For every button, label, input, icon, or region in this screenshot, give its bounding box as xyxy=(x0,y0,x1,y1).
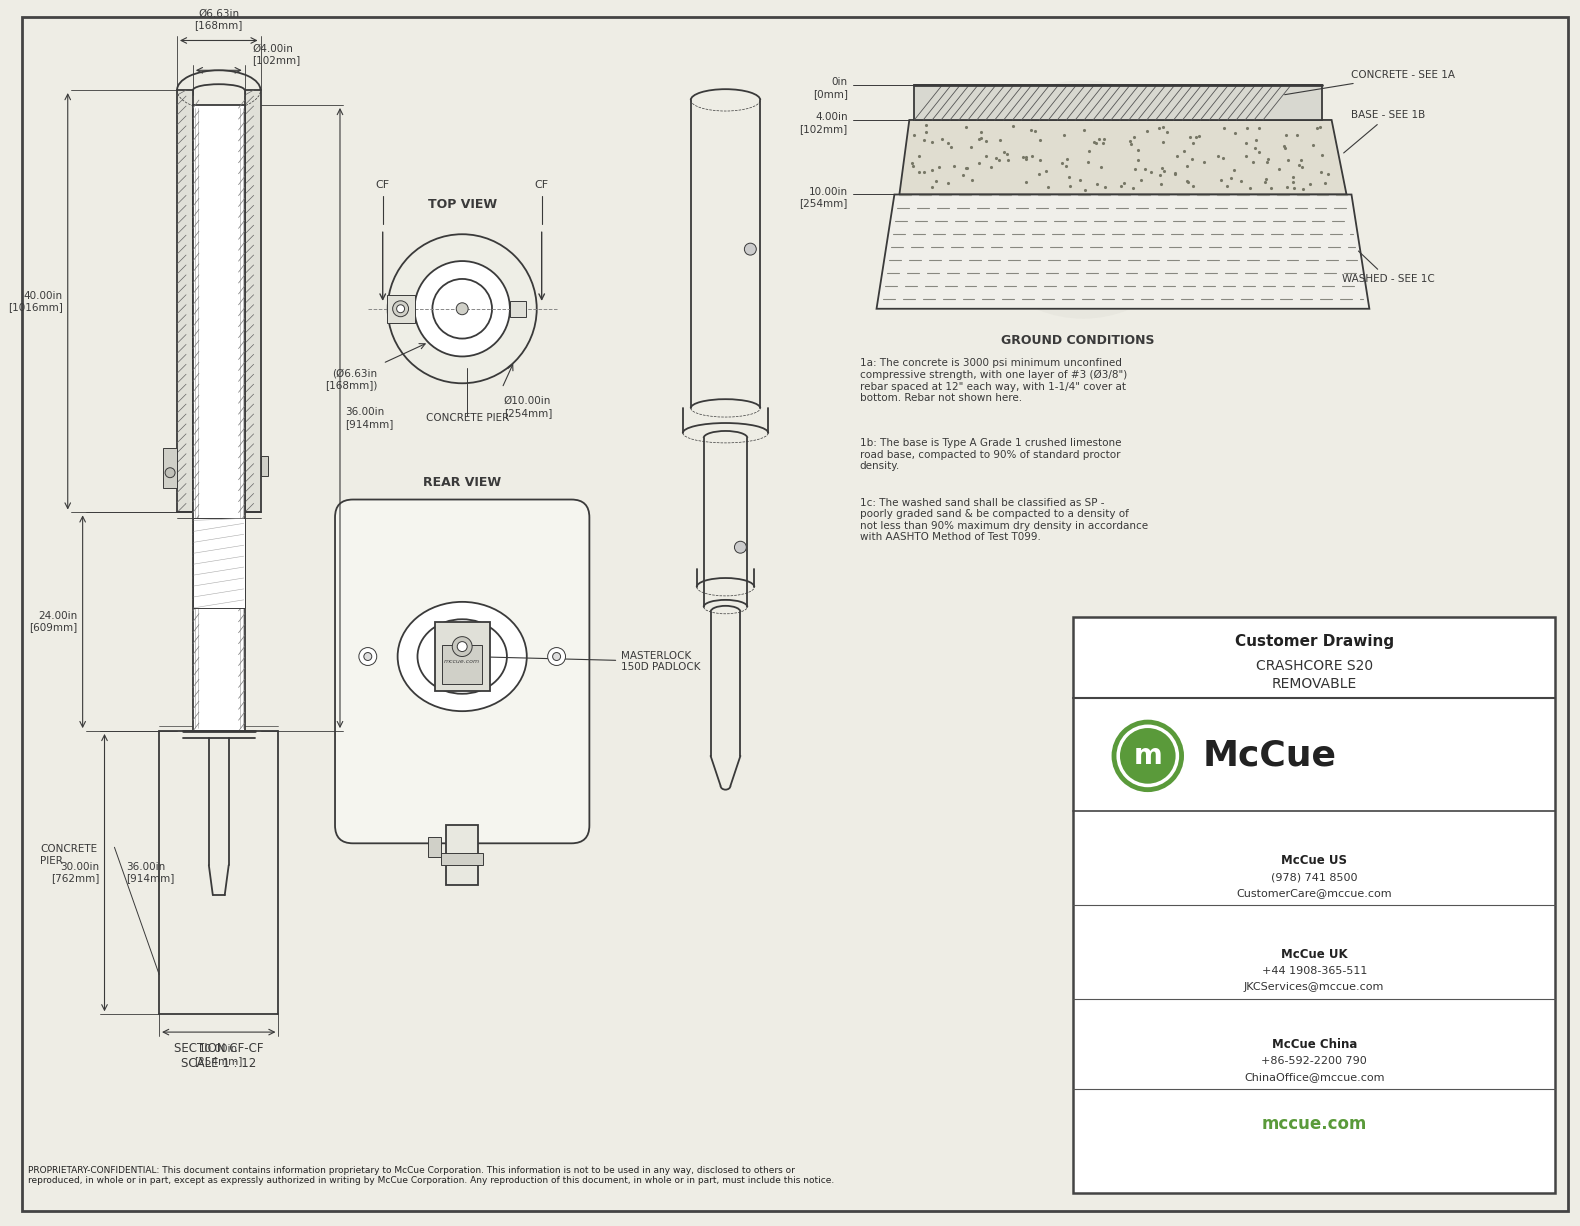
Text: mccue.com: mccue.com xyxy=(1261,1114,1367,1133)
Text: +86-592-2200 790: +86-592-2200 790 xyxy=(1261,1056,1367,1065)
Polygon shape xyxy=(899,120,1346,195)
Text: 36.00in
[914mm]: 36.00in [914mm] xyxy=(126,862,175,884)
Text: McCue China: McCue China xyxy=(1272,1037,1357,1051)
Bar xyxy=(245,91,261,512)
Text: Ø4.00in
[102mm]: Ø4.00in [102mm] xyxy=(253,44,300,65)
Text: TOP VIEW: TOP VIEW xyxy=(428,197,496,211)
Text: CONCRETE - SEE 1A: CONCRETE - SEE 1A xyxy=(1285,70,1455,94)
Circle shape xyxy=(457,303,468,315)
Circle shape xyxy=(548,647,566,666)
Text: 1a: The concrete is 3000 psi minimum unconfined
compressive strength, with one l: 1a: The concrete is 3000 psi minimum unc… xyxy=(860,358,1127,403)
Text: Ø6.63in
[168mm]: Ø6.63in [168mm] xyxy=(194,9,243,31)
Circle shape xyxy=(735,541,746,553)
Bar xyxy=(441,853,483,866)
Text: MASTERLOCK
150D PADLOCK: MASTERLOCK 150D PADLOCK xyxy=(471,651,700,672)
Circle shape xyxy=(433,280,491,338)
Text: 4.00in
[102mm]: 4.00in [102mm] xyxy=(799,112,848,134)
Circle shape xyxy=(397,305,404,313)
Text: (978) 741 8500: (978) 741 8500 xyxy=(1270,872,1357,881)
Bar xyxy=(436,622,490,691)
Text: +44 1908-365-511: +44 1908-365-511 xyxy=(1261,966,1367,976)
Text: BASE - SEE 1B: BASE - SEE 1B xyxy=(1343,110,1425,153)
Text: GROUND CONDITIONS: GROUND CONDITIONS xyxy=(1002,333,1155,347)
Bar xyxy=(193,105,245,731)
Text: SCALE 1 : 12: SCALE 1 : 12 xyxy=(182,1057,256,1070)
Circle shape xyxy=(363,652,371,661)
Text: Ø10.00in
[254mm]: Ø10.00in [254mm] xyxy=(504,396,553,418)
Text: 10.00in
[254mm]: 10.00in [254mm] xyxy=(799,186,848,208)
Text: REAR VIEW: REAR VIEW xyxy=(423,476,501,489)
Text: McCue US: McCue US xyxy=(1281,853,1348,867)
Circle shape xyxy=(1120,728,1176,783)
Circle shape xyxy=(387,234,537,384)
Bar xyxy=(193,519,245,608)
Circle shape xyxy=(359,647,376,666)
Text: 10.00in
[254mm]: 10.00in [254mm] xyxy=(194,1045,243,1065)
Text: 0in
[0mm]: 0in [0mm] xyxy=(812,77,848,99)
Text: McCue: McCue xyxy=(1202,739,1337,772)
Text: CF: CF xyxy=(534,179,548,190)
Text: CF: CF xyxy=(376,179,390,190)
Bar xyxy=(261,456,269,476)
Polygon shape xyxy=(915,85,1321,120)
Text: (Ø6.63in
[168mm]): (Ø6.63in [168mm]) xyxy=(325,368,378,390)
Text: JKCServices@mccue.com: JKCServices@mccue.com xyxy=(1243,982,1384,992)
Polygon shape xyxy=(877,195,1370,309)
Circle shape xyxy=(457,641,468,651)
Bar xyxy=(428,837,441,857)
Ellipse shape xyxy=(398,602,526,711)
Bar xyxy=(510,300,526,316)
Text: 40.00in
[1016mm]: 40.00in [1016mm] xyxy=(8,291,63,313)
Text: 36.00in
[914mm]: 36.00in [914mm] xyxy=(344,407,393,429)
Text: mccue.com: mccue.com xyxy=(444,660,480,664)
Text: CustomerCare@mccue.com: CustomerCare@mccue.com xyxy=(1237,888,1392,897)
Text: CRASHCORE S20: CRASHCORE S20 xyxy=(1256,660,1373,673)
Text: 1c: The washed sand shall be classified as SP -
poorly graded sand & be compacte: 1c: The washed sand shall be classified … xyxy=(860,498,1147,542)
Text: m: m xyxy=(1133,742,1163,770)
Text: SECTION CF-CF: SECTION CF-CF xyxy=(174,1042,264,1056)
Text: CONCRETE PIER: CONCRETE PIER xyxy=(425,413,509,423)
Circle shape xyxy=(393,300,409,316)
Text: REMOVABLE: REMOVABLE xyxy=(1272,677,1357,691)
Text: PROPRIETARY-CONFIDENTIAL: This document contains information proprietary to McCu: PROPRIETARY-CONFIDENTIAL: This document … xyxy=(28,1166,834,1186)
Bar xyxy=(177,91,193,512)
Bar xyxy=(442,645,482,684)
Text: WASHED - SEE 1C: WASHED - SEE 1C xyxy=(1341,251,1435,284)
Text: ChinaOffice@mccue.com: ChinaOffice@mccue.com xyxy=(1243,1072,1384,1081)
Circle shape xyxy=(744,243,757,255)
Circle shape xyxy=(964,80,1202,319)
Bar xyxy=(1073,617,1555,1193)
Text: 1b: The base is Type A Grade 1 crushed limestone
road base, compacted to 90% of : 1b: The base is Type A Grade 1 crushed l… xyxy=(860,438,1122,471)
Text: 30.00in
[762mm]: 30.00in [762mm] xyxy=(51,862,100,884)
Ellipse shape xyxy=(417,619,507,694)
Circle shape xyxy=(166,468,175,478)
Text: CONCRETE
PIER: CONCRETE PIER xyxy=(40,845,96,866)
Bar xyxy=(163,447,177,488)
Text: McCue UK: McCue UK xyxy=(1281,948,1348,961)
Circle shape xyxy=(414,261,510,357)
FancyBboxPatch shape xyxy=(335,499,589,843)
Circle shape xyxy=(553,652,561,661)
Bar xyxy=(446,825,479,885)
Text: Customer Drawing: Customer Drawing xyxy=(1234,634,1394,649)
Text: 24.00in
[609mm]: 24.00in [609mm] xyxy=(30,611,77,633)
Bar xyxy=(387,294,414,322)
Circle shape xyxy=(452,636,472,656)
